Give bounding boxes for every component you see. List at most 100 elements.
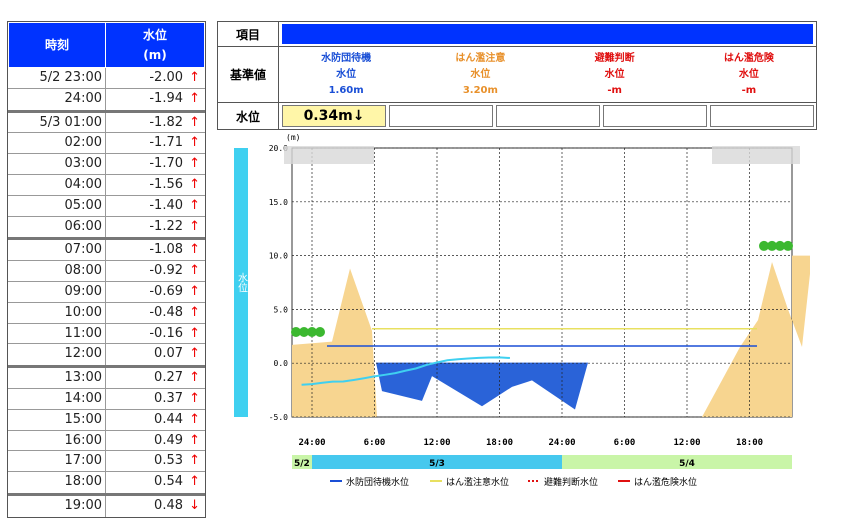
row-time: 15:00 [8,409,106,430]
row-time: 02:00 [8,133,106,154]
y-tick-label: 5.0 [274,305,289,314]
y-tick-label: 10.0 [269,252,288,261]
standard-value: 3.20m [462,84,498,96]
arrow-up-icon: ↑ [189,474,200,490]
standard-column: 水防団待機 水位 1.60m [279,47,413,102]
time-group: 07:00 -1.08 ↑ 08:00 -0.92 ↑ 09:00 -0.69 ↑ 10:00 -0… [8,237,205,366]
legend-label: はん濫注意水位 [446,476,509,488]
x-tick-label: 6:00 [614,438,636,448]
row-time: 11:00 [8,323,106,344]
row-value: -1.82 ↑ [106,113,205,133]
standard-columns: 水防団待機 水位 1.60m はん濫注意 水位 3.20m 避難判断 水位 -m はん濫危険 水位 -… [279,47,816,102]
row-time: 10:00 [8,302,106,323]
row-time: 5/2 23:00 [8,68,106,88]
arrow-up-icon: ↑ [189,304,200,320]
standard-value: -m [607,84,622,96]
row-value-text: -1.56 [149,176,183,192]
tree-icon [775,240,785,251]
table-row: 07:00 -1.08 ↑ [8,240,205,262]
row-value: 0.48 ↓ [106,496,205,517]
current-level-row: 水位 0.34m↓ [218,103,816,129]
row-time: 17:00 [8,451,106,472]
row-time: 14:00 [8,388,106,409]
time-group: 5/3 01:00 -1.82 ↑ 02:00 -1.71 ↑ 03:00 -1.70 ↑ 04:… [8,109,205,238]
row-time: 07:00 [8,240,106,261]
legend-label: 避難判断水位 [544,476,598,488]
water-level-table-body: 5/2 23:00 -2.00 ↑ 24:00 -1.94 ↑ 5/3 01:00 -1.82… [8,68,205,517]
row-value: -2.00 ↑ [106,68,205,88]
time-group: 19:00 0.48 ↓ [8,492,205,517]
x-tick-label: 18:00 [486,438,513,448]
row-value-text: -0.16 [149,325,183,341]
standard-column: はん濫注意 水位 3.20m [413,47,547,102]
tree-icon [783,240,793,251]
standard-kind: 水位 [738,68,759,80]
arrow-up-icon: ↑ [189,370,200,386]
table-row: 02:00 -1.71 ↑ [8,133,205,155]
empty-cell [389,105,493,127]
tree-icon [759,240,769,251]
row-value-text: -1.40 [149,197,183,213]
standard-kind: 水位 [604,68,625,80]
row-value: -0.16 ↑ [106,324,205,344]
water-level-table-header: 時刻 水位 (m) [8,22,205,68]
legend-label: 水防団待機水位 [346,476,409,488]
arrow-up-icon: ↑ [189,135,200,151]
observed-level-line [301,356,510,386]
current-level-cells: 0.34m↓ [279,103,816,129]
row-value-text: 0.07 [154,346,183,362]
row-value-text: -1.71 [149,135,183,151]
row-value-text: 0.48 [154,497,183,513]
row-value-text: 0.53 [154,453,183,469]
row-value: 0.54 ↑ [106,472,205,493]
row-value-text: -1.82 [149,114,183,130]
y-tick-label: 20.0 [269,144,288,153]
row-value: -0.92 ↑ [106,261,205,281]
water-level-chart: 水位 (m) 20.0 15.0 10.0 5.0 0.0 -5.0 24:00 6:00 12:0… [234,133,810,488]
row-value: 0.37 ↑ [106,389,205,409]
y-axis-band [234,148,248,417]
row-value-text: 0.44 [154,411,183,427]
table-row: 12:00 0.07 ↑ [8,344,205,366]
arrow-up-icon: ↑ [189,156,200,172]
table-row: 16:00 0.49 ↑ [8,430,205,452]
tree-icon [767,240,777,251]
row-time: 12:00 [8,344,106,366]
tree-icon [315,326,325,337]
water-level-table: 時刻 水位 (m) 5/2 23:00 -2.00 ↑ 24:00 -1.94 ↑ 5/3 … [7,21,206,518]
standard-column: はん濫危険 水位 -m [682,47,816,102]
table-row: 08:00 -0.92 ↑ [8,261,205,282]
date-band-5-2 [292,455,312,469]
row-value: 0.07 ↑ [106,344,205,365]
table-row: 09:00 -0.69 ↑ [8,281,205,303]
table-row: 11:00 -0.16 ↑ [8,323,205,345]
row-value: 0.44 ↑ [106,410,205,430]
arrow-up-icon: ↑ [189,90,200,106]
table-row: 15:00 0.44 ↑ [8,409,205,431]
row-value: -1.94 ↑ [106,89,205,110]
row-value-text: -1.22 [149,218,183,234]
table-row: 17:00 0.53 ↑ [8,451,205,473]
arrow-down-icon: ↓ [189,497,200,513]
arrow-up-icon: ↑ [189,325,200,341]
current-level-value: 0.34m↓ [282,105,386,127]
standard-name: 避難判断 [594,52,635,64]
level-label: 水位 [218,103,279,129]
x-tick-label: 18:00 [736,438,763,448]
standards-table: 項目 基準値 水防団待機 水位 1.60m はん濫注意 水位 3.20m 避難判断 水位 -m は… [217,21,817,130]
standard-value: 1.60m [328,84,364,96]
table-row: 10:00 -0.48 ↑ [8,302,205,324]
standard-name: はん濫注意 [455,52,506,64]
row-value: -0.69 ↑ [106,282,205,302]
arrow-up-icon: ↑ [189,218,200,234]
table-row: 04:00 -1.56 ↑ [8,174,205,196]
y-tick-label: -5.0 [269,413,288,422]
row-value-text: 0.54 [154,474,183,490]
legend-label: はん濫危険水位 [634,476,697,488]
y-axis-label: 水位 [236,272,248,292]
standard-kind: 水位 [336,68,357,80]
y-tick-label: 0.0 [274,359,289,368]
date-label: 5/2 [294,459,310,469]
item-label: 項目 [218,22,279,46]
date-band-5-4 [562,455,792,469]
